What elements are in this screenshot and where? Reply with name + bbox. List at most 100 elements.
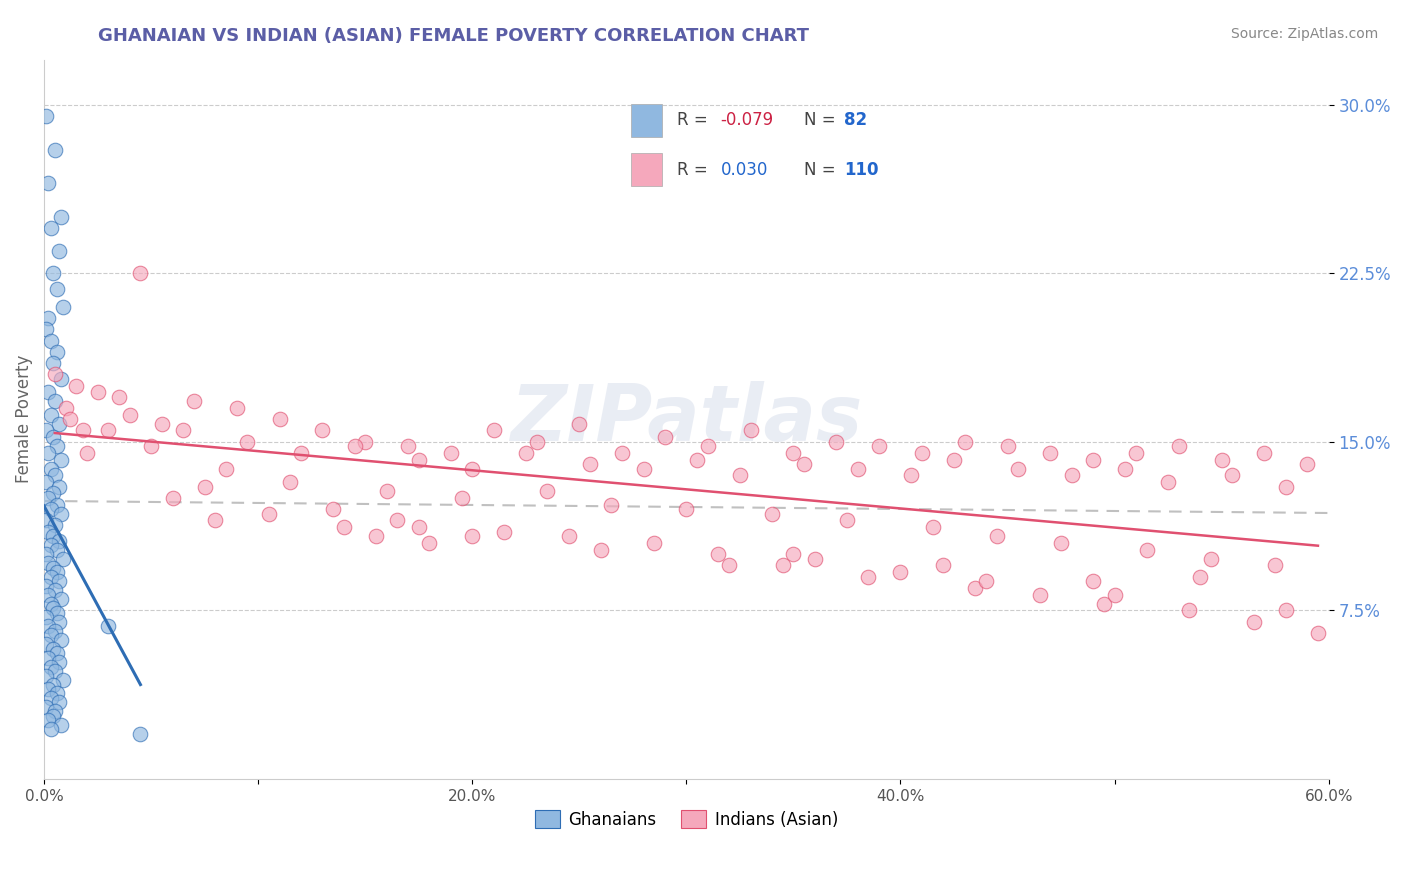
Point [589,542,612,557]
Point [65,378,87,392]
Point [782,446,804,460]
Point [804,551,827,566]
Point [129,266,152,280]
Point [1104,588,1126,602]
Point [375,484,398,499]
Point [408,520,430,534]
Point [41,266,63,280]
Point [72,424,94,438]
Text: ZIPatlas: ZIPatlas [510,381,862,458]
Point [515,446,537,460]
Point [1039,446,1062,460]
Point [1114,461,1136,475]
Point [1275,480,1298,494]
Point [51,718,73,732]
Point [450,491,472,505]
Point [354,434,377,449]
Point [1060,468,1083,483]
Point [52,551,75,566]
Point [889,565,911,579]
Point [48,696,70,710]
Point [37,556,59,570]
Point [974,574,997,588]
Point [633,461,655,475]
Point [51,452,73,467]
Point [440,446,463,460]
Point [44,394,66,409]
Point [257,507,280,521]
Point [44,368,66,382]
Point [76,446,98,460]
Point [35,579,58,593]
Point [482,424,505,438]
Point [39,691,62,706]
Point [846,461,869,475]
Bar [631,104,662,136]
Point [728,468,751,483]
Point [150,417,173,431]
Point [39,723,62,737]
Point [108,390,131,404]
Point [37,491,59,505]
Point [35,610,58,624]
Point [686,452,709,467]
Point [39,628,62,642]
Point [387,513,409,527]
Point [557,529,579,543]
Text: N =: N = [804,112,841,129]
Point [37,311,59,326]
Point [86,385,108,400]
Point [39,221,62,235]
Point [1157,475,1180,490]
Text: N =: N = [804,161,841,178]
Point [696,439,718,453]
Point [37,714,59,728]
Text: R =: R = [678,161,713,178]
Point [1199,551,1222,566]
Point [654,430,676,444]
Point [236,434,259,449]
Point [333,520,356,534]
Point [269,412,291,426]
Point [46,542,69,557]
Point [1167,439,1189,453]
Point [37,681,59,696]
Point [46,282,69,296]
Point [1081,452,1104,467]
Point [37,446,59,460]
Point [172,424,194,438]
Point [610,446,633,460]
Point [162,491,184,505]
Point [932,558,955,573]
Point [921,520,943,534]
Point [118,408,141,422]
Point [41,356,63,370]
Point [41,529,63,543]
Point [494,524,516,539]
Point [997,439,1019,453]
Point [46,646,69,660]
Point [35,322,58,336]
Point [215,461,238,475]
Point [204,513,226,527]
Point [1125,446,1147,460]
Point [41,430,63,444]
Point [44,664,66,678]
Point [364,529,387,543]
Point [48,574,70,588]
Point [643,536,665,550]
Point [51,632,73,647]
Point [718,558,741,573]
Point [35,475,58,490]
Text: 110: 110 [845,161,879,178]
Point [1007,461,1029,475]
Point [35,547,58,561]
Point [290,446,312,460]
Point [965,581,987,595]
Point [46,565,69,579]
Point [48,615,70,629]
Point [52,300,75,314]
Point [740,424,762,438]
Point [37,619,59,633]
Point [35,668,58,682]
